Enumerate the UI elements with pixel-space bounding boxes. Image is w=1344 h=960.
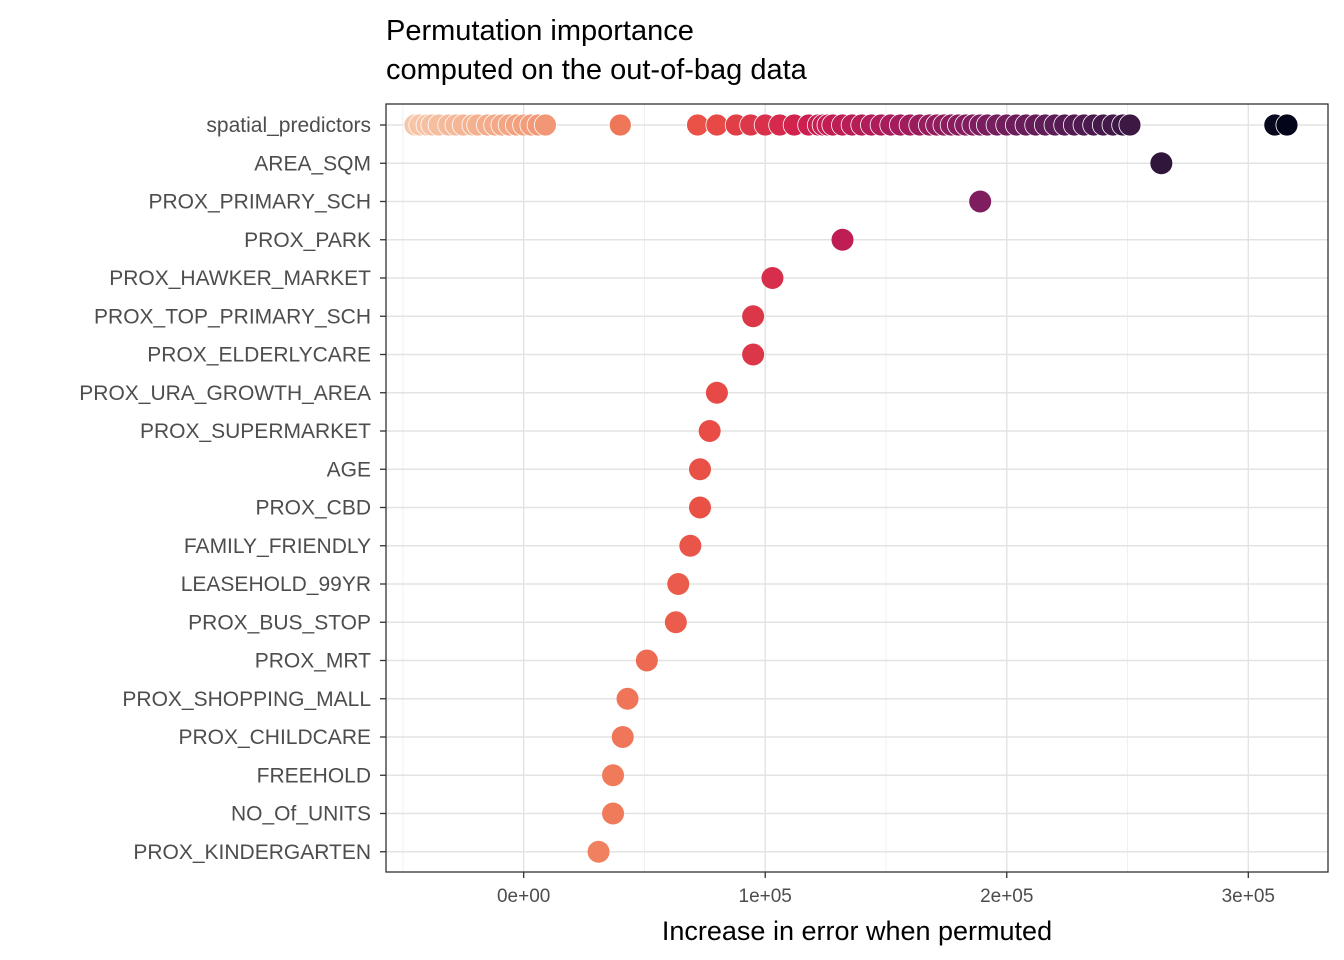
data-point (689, 458, 711, 481)
chart-title: Permutation importance (386, 15, 694, 47)
plot-panel-border (385, 103, 1329, 873)
data-point (664, 611, 687, 634)
data-point (831, 228, 854, 251)
data-point (761, 267, 784, 289)
data-point (635, 649, 658, 672)
x-tick-label: 2e+05 (980, 886, 1033, 907)
data-point (698, 420, 721, 442)
y-tick-label: PROX_TOP_PRIMARY_SCH (94, 305, 371, 328)
x-tick-label: 0e+00 (497, 886, 550, 907)
y-tick-label: AGE (327, 458, 371, 481)
y-tick-label: PROX_BUS_STOP (188, 611, 371, 634)
grid-lines (386, 104, 1328, 872)
chart-subtitle: computed on the out-of-bag data (386, 54, 808, 86)
data-point (616, 687, 639, 710)
axis-ticks (380, 124, 1249, 878)
y-tick-label: PROX_PRIMARY_SCH (148, 191, 371, 214)
y-tick-label: FREEHOLD (257, 764, 371, 787)
y-tick-label: FAMILY_FRIENDLY (184, 535, 371, 558)
data-point (602, 802, 625, 825)
data-point (1275, 113, 1299, 137)
data-point (534, 113, 557, 137)
x-axis-title: Increase in error when permuted (662, 916, 1052, 946)
y-tick-label: PROX_HAWKER_MARKET (109, 267, 371, 290)
y-axis-labels: spatial_predictors AREA_SQM PROX_PRIMARY_S… (79, 114, 371, 864)
y-tick-label: PROX_MRT (255, 650, 371, 673)
y-tick-label: PROX_CBD (255, 497, 371, 520)
data-point (587, 840, 610, 863)
data-point (689, 496, 711, 519)
x-tick-label: 3e+05 (1222, 886, 1275, 907)
data-point (667, 573, 690, 595)
data-point (969, 190, 992, 213)
data-point (1118, 113, 1142, 137)
y-tick-label: PROX_URA_GROWTH_AREA (79, 382, 371, 405)
data-point (742, 343, 765, 366)
x-tick-label: 1e+05 (739, 886, 792, 907)
data-points (403, 113, 1299, 863)
data-point (602, 764, 625, 787)
y-tick-label: spatial_predictors (206, 114, 371, 137)
y-tick-label: PROX_CHILDCARE (178, 726, 371, 749)
data-point (686, 113, 709, 137)
data-point (611, 726, 634, 748)
y-tick-label: NO_Of_UNITS (231, 803, 371, 826)
data-point (608, 113, 632, 137)
data-point (679, 534, 702, 557)
y-tick-label: LEASEHOLD_99YR (181, 573, 371, 596)
data-point (705, 381, 728, 404)
data-point (742, 305, 765, 328)
x-axis-labels: 0e+00 1e+05 2e+05 3e+05 (497, 886, 1275, 907)
y-tick-label: PROX_SHOPPING_MALL (122, 688, 371, 711)
y-tick-label: PROX_SUPERMARKET (140, 420, 371, 443)
y-tick-label: PROX_KINDERGARTEN (133, 841, 371, 864)
y-tick-label: PROX_ELDERLYCARE (147, 344, 371, 367)
y-tick-label: AREA_SQM (254, 152, 371, 175)
data-point (1150, 152, 1173, 175)
data-point (705, 113, 729, 137)
y-tick-label: PROX_PARK (244, 229, 371, 252)
